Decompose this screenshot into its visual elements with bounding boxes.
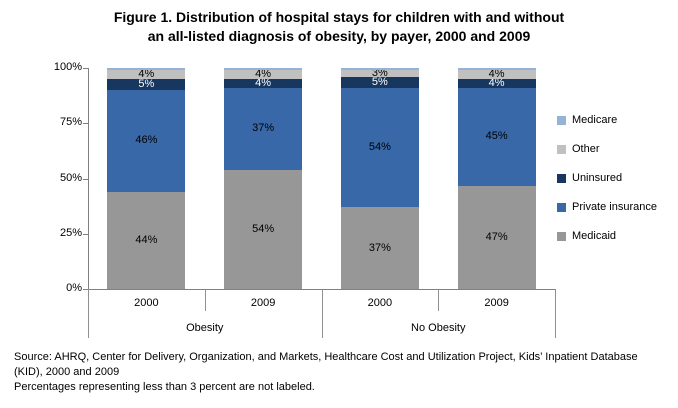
bar-segment-label: 4%: [138, 68, 155, 81]
y-axis-tick-label: 0%: [66, 282, 82, 294]
source-note: Source: AHRQ, Center for Delivery, Organ…: [14, 351, 638, 378]
bar-segment-label: 4%: [488, 68, 505, 81]
bar-segment-medicaid: [340, 207, 419, 289]
legend-label: Private insurance: [572, 201, 657, 213]
bar-segment-medicare: [340, 68, 419, 71]
y-axis-tick-mark: [83, 123, 88, 125]
bar-segment-other: [224, 70, 303, 80]
bar-segment-label: 3%: [371, 67, 388, 80]
bar-segment-uninsured: [224, 79, 303, 88]
legend-label: Medicaid: [572, 230, 617, 242]
bar-segment-uninsured: [107, 79, 186, 91]
legend-item-other: Other: [557, 143, 657, 155]
bar-segment-other: [457, 70, 536, 79]
y-axis-tick-label: 75%: [59, 116, 82, 129]
chart-title-line2: an all-listed diagnosis of obesity, by p…: [147, 28, 531, 44]
bar-segment-label: 45%: [485, 130, 508, 143]
y-axis-tick-mark: [83, 68, 88, 69]
labeling-note: Percentages representing less than 3 per…: [14, 381, 315, 393]
bar-segment-private-insurance: [224, 87, 303, 170]
legend-label: Medicare: [572, 114, 618, 126]
chart-title: Figure 1. Distribution of hospital stays…: [0, 8, 678, 46]
bar-segment-medicaid: [457, 186, 536, 289]
x-axis-separator: [555, 289, 556, 338]
bar-segment-uninsured: [457, 78, 536, 88]
legend-swatch-icon: [557, 144, 566, 154]
bar-segment-label: 37%: [368, 241, 391, 254]
legend-label: Uninsured: [572, 172, 623, 184]
bar-segment-label: 4%: [488, 76, 505, 89]
x-axis-separator: [321, 289, 323, 338]
legend-swatch-icon: [557, 202, 566, 212]
x-axis-group-label: No Obesity: [411, 322, 466, 334]
legend-item-uninsured: Uninsured: [557, 172, 657, 184]
legend-label: Other: [572, 143, 600, 155]
x-axis-category-label: 2009: [250, 297, 276, 309]
bar-segment-label: 5%: [138, 78, 155, 91]
bar-segment-other: [107, 70, 186, 80]
bar-segment-private-insurance: [107, 90, 186, 192]
bar-segment-other: [340, 70, 419, 77]
bar-segment-label: 54%: [368, 141, 391, 154]
y-axis-tick-mark: [83, 233, 88, 235]
bar-segment-label: 37%: [252, 122, 275, 135]
legend-swatch-icon: [557, 231, 566, 241]
legend-item-medicare: Medicare: [557, 114, 657, 126]
bar-segment-medicaid: [107, 191, 186, 289]
y-axis-tick-label: 100%: [53, 61, 82, 73]
bar-segment-uninsured: [340, 76, 419, 88]
x-axis-group-label: Obesity: [186, 322, 224, 334]
footnotes: Source: AHRQ, Center for Delivery, Organ…: [14, 350, 662, 395]
x-axis-category-label: 2000: [367, 297, 393, 309]
x-axis-separator: [88, 289, 89, 338]
y-axis-tick-label: 50%: [59, 171, 82, 184]
legend-swatch-icon: [557, 115, 566, 125]
legend-item-private-insurance: Private insurance: [557, 201, 657, 213]
bar-segment-medicare: [457, 68, 536, 71]
bar-segment-private-insurance: [457, 87, 536, 187]
x-axis-separator: [438, 289, 440, 311]
legend: Medicare Other Uninsured Private insurance M…: [557, 114, 657, 259]
bar-segment-label: 46%: [135, 134, 158, 147]
bar-segment-label: 5%: [371, 75, 388, 88]
x-axis-category-label: 2009: [484, 297, 509, 309]
chart-title-line1: Figure 1. Distribution of hospital stays…: [113, 9, 565, 25]
y-axis-tick-label: 25%: [59, 226, 82, 239]
bar-segment-label: 54%: [252, 222, 275, 235]
x-axis-separator: [204, 289, 206, 311]
bar-segment-label: 4%: [255, 76, 272, 89]
bar-segment-label: 44%: [135, 233, 158, 246]
bar-segment-medicare: [107, 68, 186, 71]
bar-segment-label: 47%: [485, 231, 508, 244]
bar-segment-label: 4%: [255, 68, 272, 81]
y-axis-tick-mark: [83, 178, 88, 180]
x-axis-category-label: 2000: [134, 297, 159, 309]
y-axis-tick-mark: [83, 289, 88, 290]
legend-swatch-icon: [557, 173, 566, 183]
bar-segment-private-insurance: [340, 87, 419, 208]
bar-segment-medicaid: [224, 169, 303, 289]
legend-item-medicaid: Medicaid: [557, 230, 657, 242]
bar-segment-medicare: [224, 68, 303, 71]
